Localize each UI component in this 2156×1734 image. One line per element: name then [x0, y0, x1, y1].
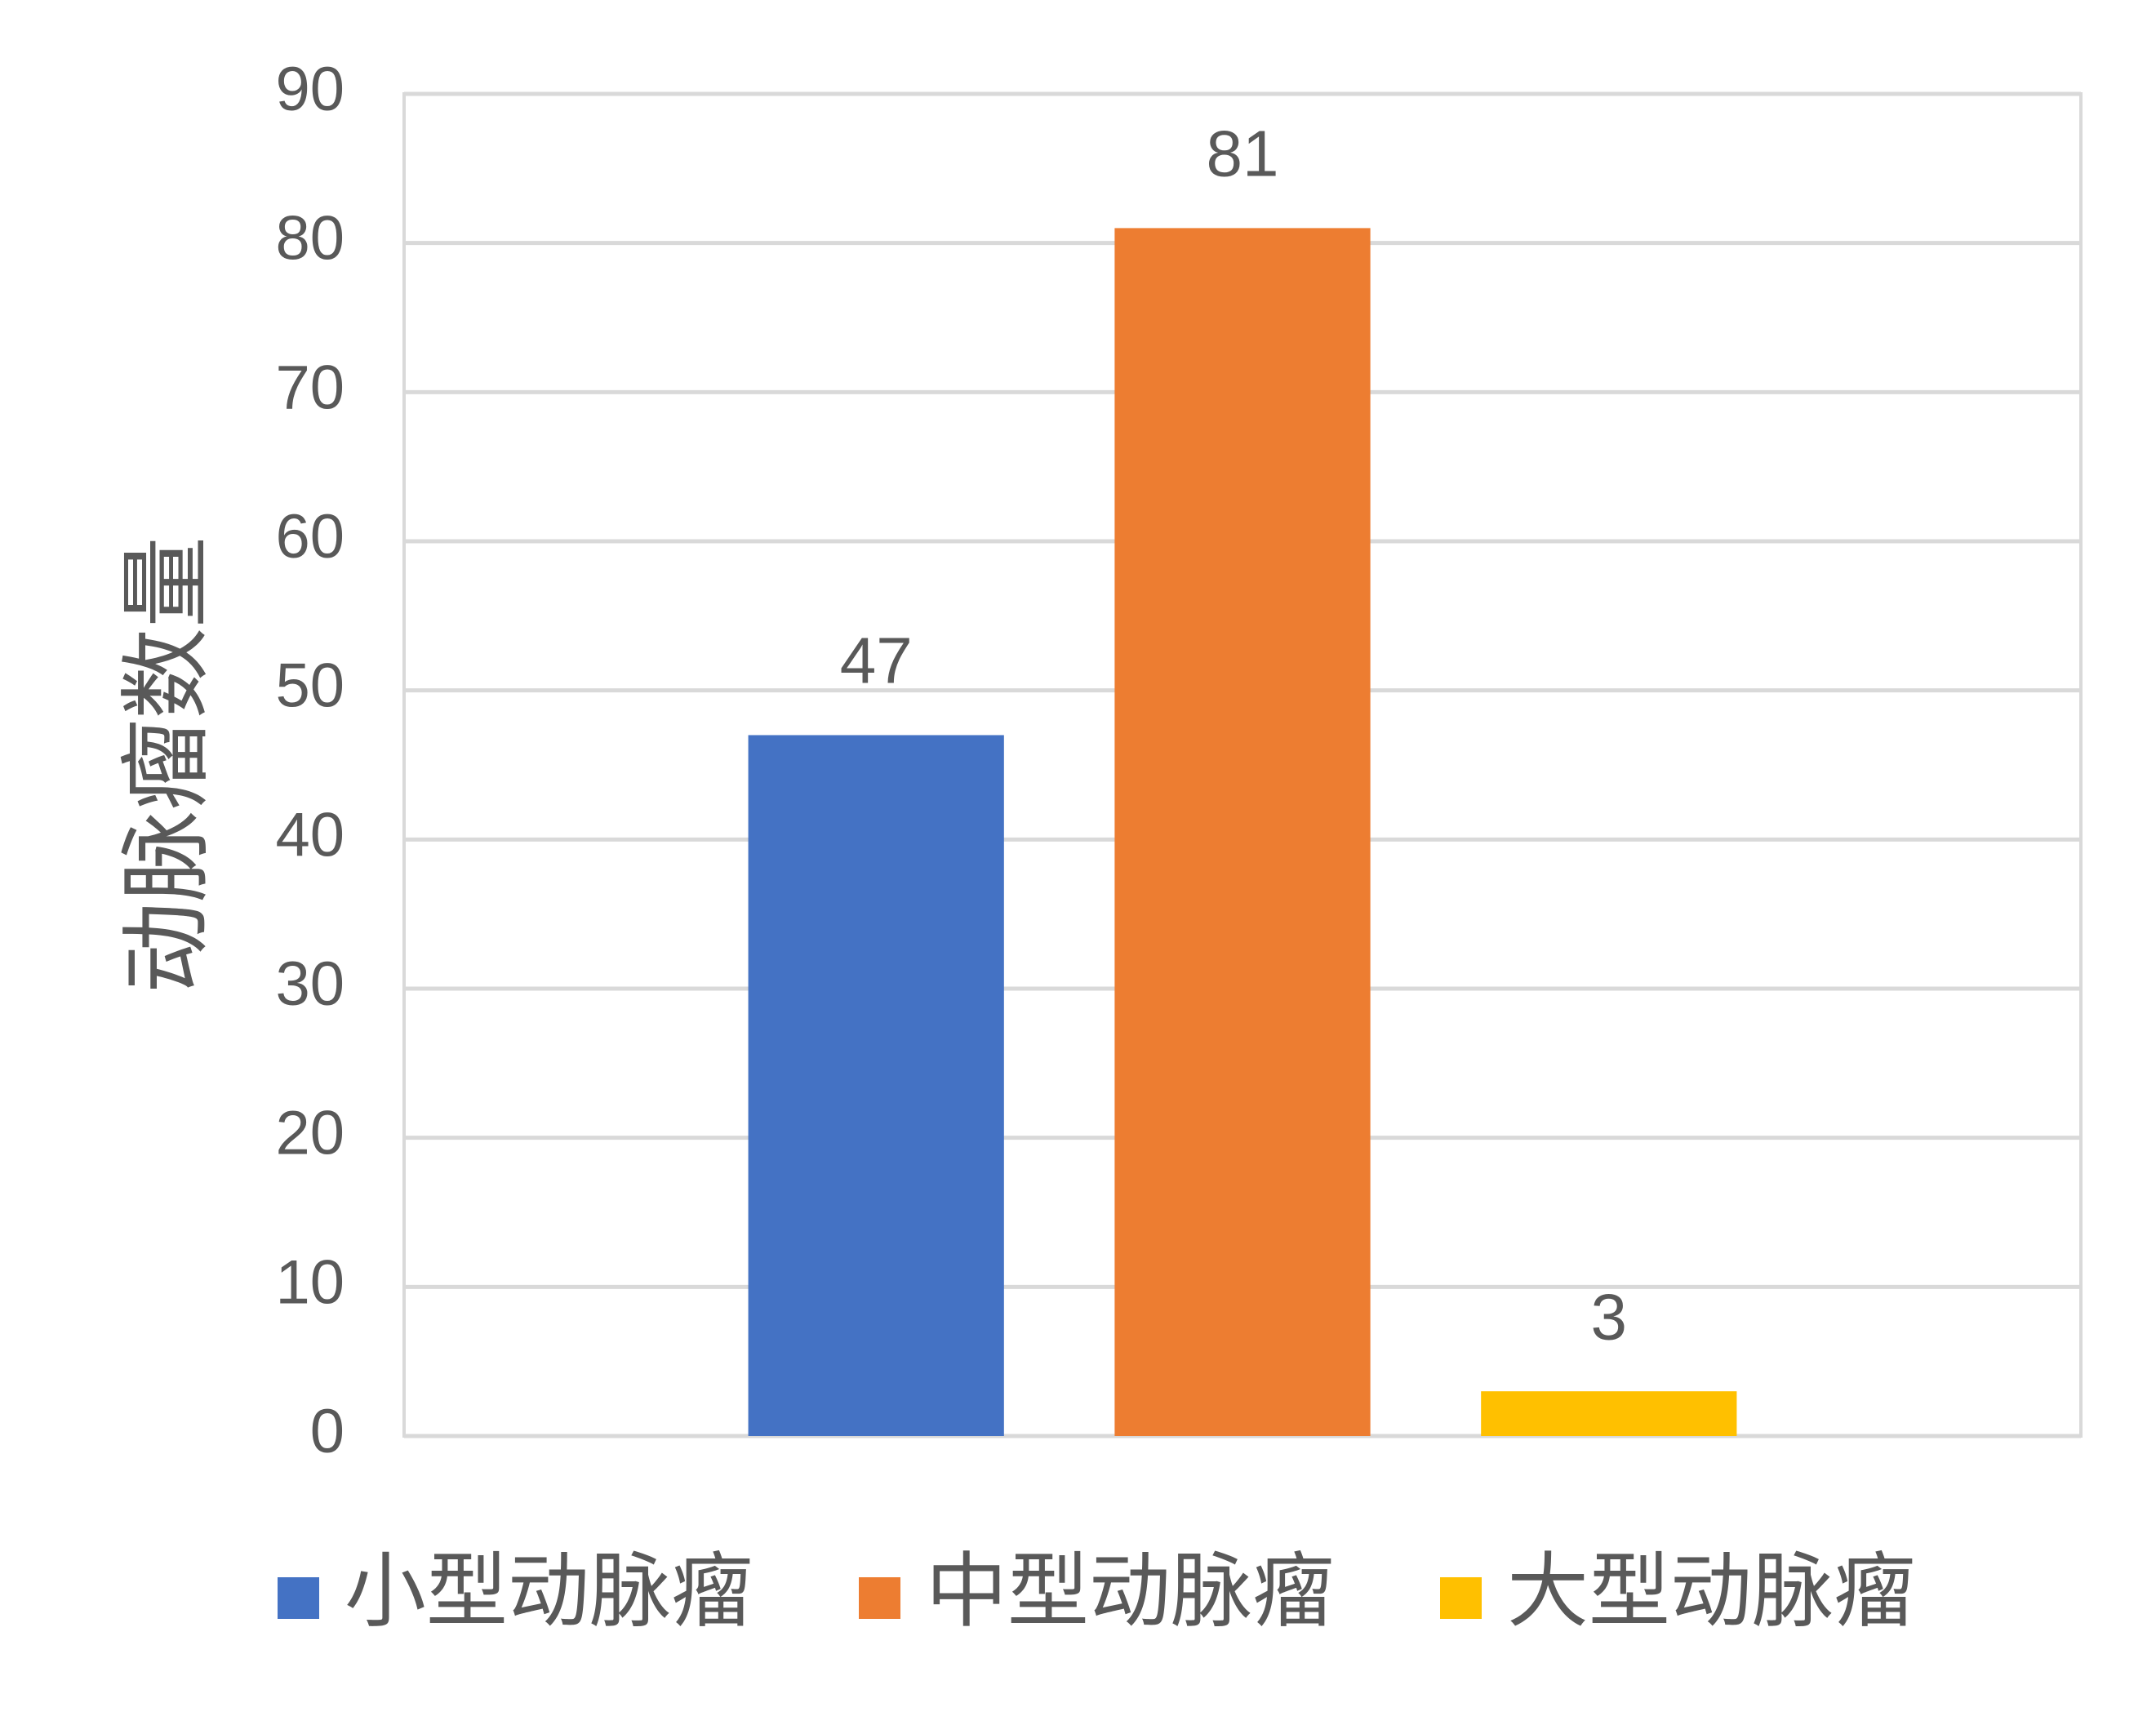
bar: [748, 735, 1004, 1436]
legend-label: 小型动脉瘤: [345, 1545, 753, 1637]
bar: [1114, 228, 1371, 1436]
value-label: 3: [1591, 1280, 1628, 1353]
y-axis-title: 动脉瘤数量: [116, 536, 218, 994]
y-tick-label: 50: [275, 651, 345, 721]
y-tick-label: 60: [275, 502, 345, 571]
y-tick-label: 40: [275, 800, 345, 869]
y-tick-label: 90: [275, 55, 345, 124]
legend-label: 中型动脉瘤: [926, 1545, 1334, 1637]
value-label: 81: [1207, 118, 1279, 190]
bar: [1481, 1391, 1737, 1436]
y-tick-label: 10: [275, 1247, 345, 1317]
y-tick-label: 0: [310, 1397, 345, 1466]
legend-swatch: [1440, 1577, 1482, 1619]
legend-swatch: [859, 1577, 900, 1619]
y-tick-label: 30: [275, 949, 345, 1019]
y-tick-label: 80: [275, 204, 345, 273]
y-tick-label: 70: [275, 353, 345, 422]
legend-label: 大型动脉瘤: [1507, 1545, 1915, 1637]
y-tick-label: 20: [275, 1099, 345, 1168]
value-label: 47: [840, 625, 913, 697]
legend-swatch: [278, 1577, 319, 1619]
